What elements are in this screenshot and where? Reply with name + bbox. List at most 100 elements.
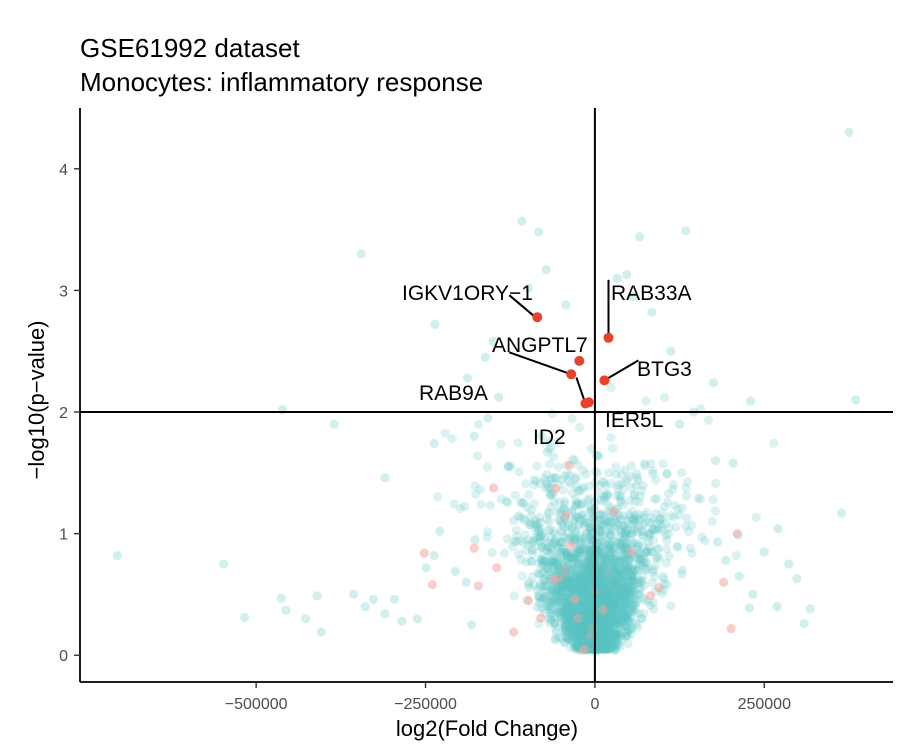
gene-point xyxy=(571,626,581,636)
gene-point xyxy=(576,621,586,632)
gene-point xyxy=(602,635,613,646)
gene-point xyxy=(558,583,568,593)
gene-point xyxy=(550,473,560,483)
gene-point xyxy=(476,499,486,509)
y-tick-label: 0 xyxy=(59,648,68,665)
gene-point xyxy=(561,606,571,616)
gene-point xyxy=(545,605,555,615)
gene-point xyxy=(545,543,555,553)
gene-point xyxy=(537,554,547,565)
gene-point xyxy=(600,586,610,597)
gene-point xyxy=(534,569,544,579)
gene-point xyxy=(586,640,596,650)
gene-point xyxy=(577,594,587,604)
gene-point xyxy=(619,557,629,567)
gene-point xyxy=(580,615,590,625)
gene-point xyxy=(609,566,619,576)
gene-point xyxy=(598,643,608,653)
gene-point xyxy=(615,551,625,562)
gene-point xyxy=(624,575,634,585)
gene-point xyxy=(560,496,570,506)
gene-point xyxy=(560,547,570,557)
gene-point xyxy=(570,515,580,525)
gene-point xyxy=(546,548,556,558)
gene-point xyxy=(580,619,590,630)
gene-point xyxy=(662,535,672,546)
gene-point xyxy=(576,515,587,525)
gene-point xyxy=(630,510,640,521)
gene-point xyxy=(622,609,632,619)
gene-point xyxy=(571,630,581,640)
gene-point xyxy=(627,572,638,582)
gene-point xyxy=(570,640,580,651)
gene-point xyxy=(544,600,554,611)
gene-point xyxy=(578,465,588,475)
gene-point xyxy=(594,549,605,559)
gene-point xyxy=(574,587,584,597)
gene-point xyxy=(662,580,672,590)
gene-point-nonsignificant-red xyxy=(580,636,590,646)
gene-point xyxy=(546,593,556,603)
gene-point xyxy=(583,600,593,610)
gene-point xyxy=(553,632,563,643)
gene-point-outlier xyxy=(329,419,339,429)
gene-point xyxy=(546,566,556,577)
gene-point xyxy=(554,583,564,593)
gene-point xyxy=(583,608,593,619)
gene-point xyxy=(573,485,584,495)
gene-point xyxy=(624,586,634,597)
gene-point xyxy=(471,489,481,499)
gene-point xyxy=(535,537,545,547)
gene-point xyxy=(601,481,611,491)
gene-point xyxy=(551,594,562,605)
gene-point xyxy=(595,621,605,631)
gene-point xyxy=(564,634,574,644)
gene-point xyxy=(595,531,605,542)
gene-point xyxy=(600,624,611,634)
gene-point xyxy=(578,589,588,599)
gene-point xyxy=(568,601,578,611)
gene-point xyxy=(626,461,637,471)
gene-point xyxy=(644,537,654,548)
gene-point xyxy=(591,576,601,586)
gene-point xyxy=(610,645,620,655)
gene-point xyxy=(608,443,618,453)
gene-point xyxy=(533,591,543,601)
gene-point xyxy=(658,571,668,582)
gene-point xyxy=(565,607,575,617)
gene-point xyxy=(622,564,633,574)
gene-point xyxy=(618,582,628,592)
gene-point-outlier xyxy=(710,456,721,466)
gene-point xyxy=(631,596,641,606)
gene-point xyxy=(622,581,632,592)
gene-point xyxy=(551,473,561,483)
gene-point xyxy=(685,543,695,553)
gene-point xyxy=(624,555,635,565)
gene-point xyxy=(614,614,624,624)
gene-point xyxy=(546,608,556,619)
gene-point xyxy=(554,497,565,507)
gene-point xyxy=(551,635,561,645)
gene-point xyxy=(597,628,608,638)
gene-point xyxy=(549,497,560,507)
gene-point xyxy=(614,579,624,589)
gene-point xyxy=(600,620,610,630)
gene-point xyxy=(624,571,634,581)
gene-point xyxy=(579,602,589,612)
gene-point xyxy=(535,478,545,489)
chart-title: GSE61992 dataset xyxy=(80,33,300,63)
gene-point xyxy=(594,551,604,561)
gene-point xyxy=(622,515,632,526)
gene-point xyxy=(652,493,662,504)
gene-point xyxy=(648,524,659,534)
gene-point xyxy=(506,462,516,472)
gene-point xyxy=(606,637,616,647)
gene-point xyxy=(584,574,594,584)
gene-point xyxy=(583,583,593,593)
y-axis-title: −log10(p−value) xyxy=(24,320,49,479)
gene-point xyxy=(553,462,563,472)
gene-point xyxy=(579,630,589,640)
gene-point xyxy=(579,606,589,616)
gene-point xyxy=(610,643,620,653)
gene-point xyxy=(580,520,590,531)
